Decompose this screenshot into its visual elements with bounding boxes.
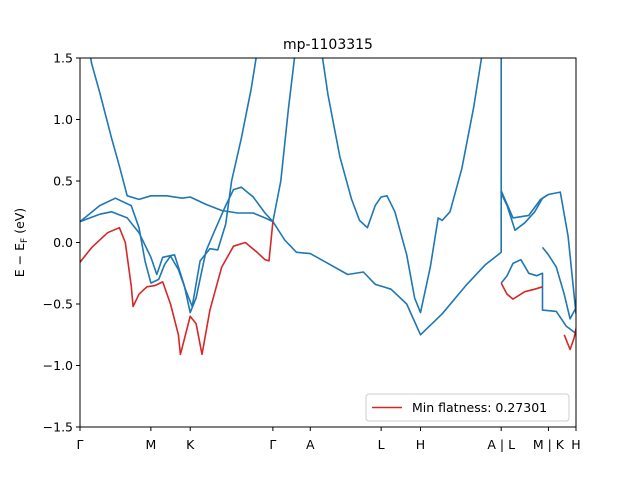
x-tick-label-8: M | K xyxy=(533,437,565,452)
y-tick-label-5: 1.0 xyxy=(53,112,73,127)
series-layer xyxy=(80,58,576,356)
x-tick-label-3: Γ xyxy=(269,437,276,452)
y-axis-label-main: E − E xyxy=(12,243,27,277)
legend: Min flatness: 0.27301 xyxy=(365,393,570,422)
band-line-3 xyxy=(272,58,296,222)
y-axis-label-subscript: F xyxy=(20,238,30,243)
band-line-4 xyxy=(321,58,483,314)
x-tick-label-0: Γ xyxy=(77,437,84,452)
band-line-5 xyxy=(500,58,549,231)
y-tick-label-6: 1.5 xyxy=(53,51,73,66)
y-tick-label-0: −1.5 xyxy=(43,420,73,435)
legend-entry: Min flatness: 0.27301 xyxy=(412,400,547,415)
y-tick-label-1: −1.0 xyxy=(43,358,73,373)
plot-frame xyxy=(79,57,577,428)
band-line-6 xyxy=(500,258,576,335)
y-axis-ticks: −1.5 −1.0 −0.5 0.0 0.5 1.0 1.5 xyxy=(43,51,80,435)
legend-box xyxy=(365,393,570,422)
x-axis-ticks: Γ M K Γ A L H A | L M | K H xyxy=(77,427,581,452)
x-tick-label-2: K xyxy=(186,437,195,452)
band-line-1 xyxy=(80,186,274,314)
band-line-8 xyxy=(80,221,274,356)
y-axis-label-unit: (eV) xyxy=(12,208,27,238)
y-tick-label-3: 0.0 xyxy=(53,235,73,250)
y-tick-label-2: −0.5 xyxy=(43,297,73,312)
x-tick-label-1: M xyxy=(145,437,156,452)
x-tick-label-4: A xyxy=(306,437,315,452)
band-line-10 xyxy=(563,328,576,351)
x-tick-label-5: L xyxy=(378,437,385,452)
band-line-0 xyxy=(89,58,576,336)
band-line-2 xyxy=(80,58,257,308)
band-line-9 xyxy=(500,282,543,300)
x-tick-label-6: H xyxy=(416,437,425,452)
x-tick-label-7: A | L xyxy=(487,437,515,452)
y-tick-label-4: 0.5 xyxy=(53,174,73,189)
band-line-7 xyxy=(541,246,576,320)
chart-title: mp-1103315 xyxy=(283,37,373,53)
x-tick-label-9: H xyxy=(571,437,580,452)
y-axis-label: E − EF (eV) xyxy=(12,208,30,277)
